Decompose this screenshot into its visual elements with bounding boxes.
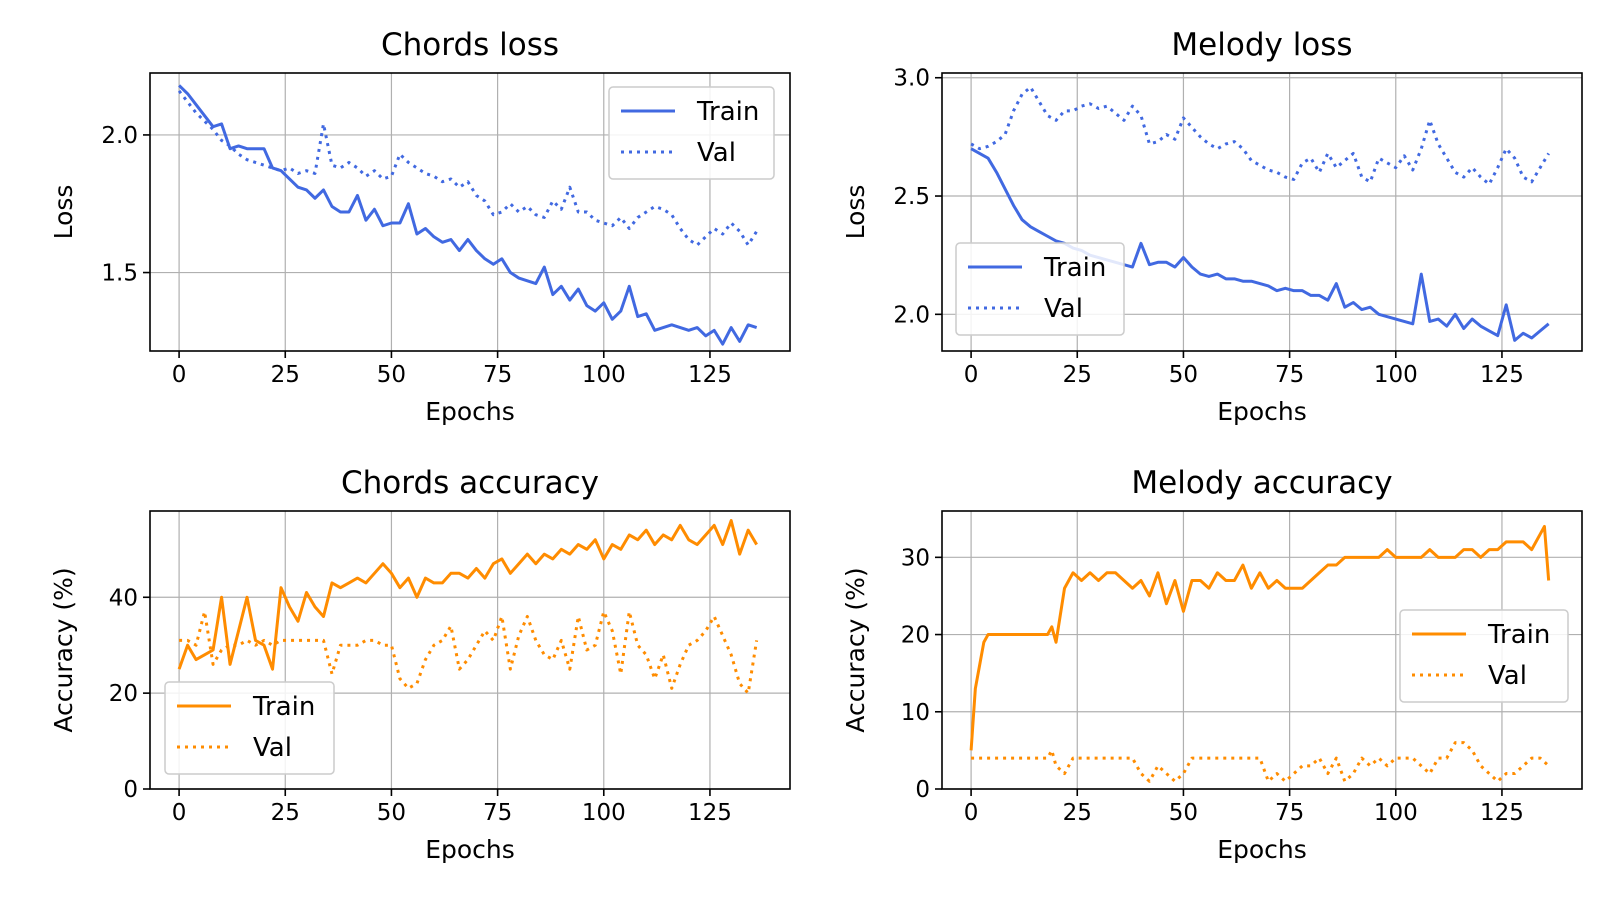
melody-loss-xtick-label: 75: [1275, 362, 1304, 388]
melody-accuracy-xtick-label: 25: [1063, 800, 1092, 826]
chords-loss-xlabel: Epochs: [425, 397, 515, 426]
chords-loss-xtick-label: 25: [271, 362, 300, 388]
chords-accuracy-xtick-label: 50: [377, 800, 406, 826]
melody-loss-panel: 0 25 50 75 100 125 2.0 2.5 3.0 Melody loss Epochs L…: [841, 27, 1583, 426]
melody-loss-series-val: [970, 85, 1550, 186]
melody-loss-xtick-label: 50: [1169, 362, 1198, 388]
chords-loss-xtick-label: 75: [483, 362, 512, 388]
chords-loss-legend: Train Val: [608, 86, 775, 180]
chords-loss-panel: 0 25 50 75 100 125 1.5 2.0 Chords loss Epochs Loss…: [49, 27, 791, 426]
melody-loss-legend: Train Val: [955, 242, 1125, 336]
chords-loss-axes-frame: [149, 72, 791, 352]
melody-accuracy-xtick-label: 100: [1374, 800, 1418, 826]
chords-accuracy-ylabel: Accuracy (%): [49, 567, 78, 732]
melody-loss-xtick-label: 25: [1063, 362, 1092, 388]
melody-loss-xlabel: Epochs: [1217, 397, 1307, 426]
melody-accuracy-legend: Train Val: [1399, 609, 1569, 703]
chords-accuracy-title: Chords accuracy: [341, 465, 599, 501]
chords-accuracy-xtick-label: 25: [271, 800, 300, 826]
chords-accuracy-xlabel: Epochs: [425, 835, 515, 864]
chords-loss-xtick-label: 50: [377, 362, 406, 388]
chords-accuracy-legend: Train Val: [164, 681, 335, 775]
chords-loss-ytick-label: 1.5: [101, 261, 138, 287]
melody-loss-xtick-label: 125: [1480, 362, 1524, 388]
melody-loss-ytick-label: 2.5: [893, 184, 930, 210]
melody-loss-ytick-label: 3.0: [893, 66, 930, 92]
melody-loss-ylabel: Loss: [841, 185, 870, 240]
melody-accuracy-xlabel: Epochs: [1217, 835, 1307, 864]
chords-accuracy-ytick-label: 0: [123, 777, 138, 803]
melody-accuracy-legend-label-train: Train: [1487, 620, 1550, 650]
melody-accuracy-ytick-label: 10: [901, 700, 930, 726]
melody-accuracy-xtick-label: 125: [1480, 800, 1524, 826]
chords-loss-legend-label-val: Val: [697, 138, 736, 168]
melody-accuracy-xtick-label: 0: [964, 800, 979, 826]
chords-accuracy-legend-label-train: Train: [252, 692, 315, 722]
chords-loss-xtick-label: 0: [172, 362, 187, 388]
melody-accuracy-ytick-label: 30: [901, 545, 930, 571]
melody-accuracy-ylabel: Accuracy (%): [841, 567, 870, 732]
chords-accuracy-xtick-label: 125: [688, 800, 732, 826]
chords-loss-series-train: [178, 84, 758, 346]
melody-accuracy-ytick-label: 20: [901, 623, 930, 649]
melody-accuracy-ytick-label: 0: [915, 777, 930, 803]
chords-accuracy-xtick-label: 100: [582, 800, 626, 826]
chords-accuracy-xtick-label: 0: [172, 800, 187, 826]
chords-accuracy-axes-frame: [149, 510, 791, 790]
chords-loss-xtick-label: 100: [582, 362, 626, 388]
chords-loss-title: Chords loss: [381, 27, 559, 63]
melody-loss-ytick-label: 2.0: [893, 302, 930, 328]
melody-loss-xtick-label: 0: [964, 362, 979, 388]
melody-accuracy-axes-frame: [941, 510, 1583, 790]
chords-loss-series-val: [177, 89, 758, 247]
melody-accuracy-xtick-label: 75: [1275, 800, 1304, 826]
melody-loss-title: Melody loss: [1171, 27, 1352, 63]
chords-loss-legend-label-train: Train: [696, 97, 759, 127]
chords-accuracy-xtick-label: 75: [483, 800, 512, 826]
melody-loss-legend-label-val: Val: [1044, 294, 1083, 324]
chords-loss-ylabel: Loss: [49, 185, 78, 240]
chords-accuracy-ytick-label: 20: [109, 681, 138, 707]
melody-accuracy-xtick-label: 50: [1169, 800, 1198, 826]
chords-loss-ytick-label: 2.0: [101, 123, 138, 149]
chords-loss-xtick-label: 125: [688, 362, 732, 388]
melody-loss-xtick-label: 100: [1374, 362, 1418, 388]
chords-accuracy-legend-label-val: Val: [253, 733, 292, 763]
chords-accuracy-panel: 0 25 50 75 100 125 0 20 40 Chords accuracy Epochs A…: [49, 465, 791, 864]
melody-loss-axes-frame: [941, 72, 1583, 352]
melody-accuracy-panel: 0 25 50 75 100 125 0 10 20 30 Melody accuracy Epoch…: [841, 465, 1583, 864]
melody-accuracy-title: Melody accuracy: [1131, 465, 1392, 501]
melody-accuracy-legend-label-val: Val: [1488, 661, 1527, 691]
melody-accuracy-series-train: [969, 524, 1551, 751]
chords-accuracy-ytick-label: 40: [109, 585, 138, 611]
melody-loss-legend-label-train: Train: [1043, 253, 1106, 283]
